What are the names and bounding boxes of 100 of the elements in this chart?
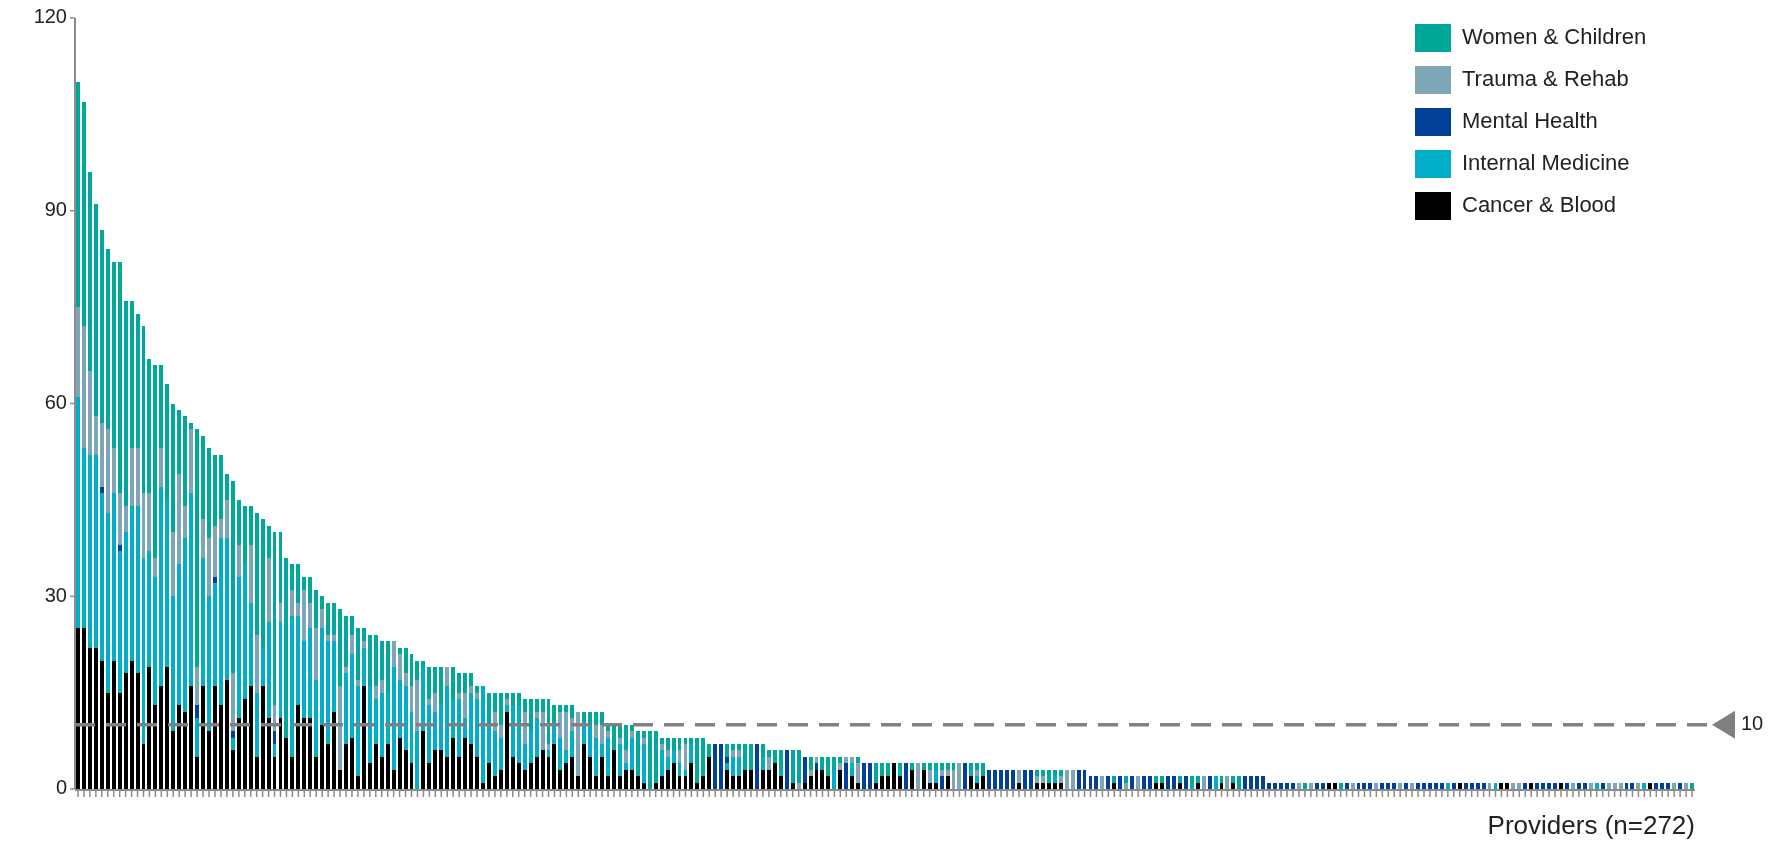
bar: [81, 101, 86, 327]
bar: [492, 731, 497, 777]
legend-label: Women & Children: [1462, 23, 1647, 49]
bar: [963, 763, 968, 789]
bar: [1040, 782, 1045, 789]
bar: [415, 679, 420, 732]
bar: [326, 634, 331, 642]
bar: [445, 756, 450, 789]
bar: [671, 763, 676, 789]
bar: [516, 705, 521, 764]
bar: [349, 737, 354, 789]
bar: [808, 776, 813, 789]
bar: [707, 756, 712, 789]
bar: [939, 776, 944, 789]
bar: [195, 705, 200, 719]
bar: [1630, 782, 1635, 789]
bar: [820, 756, 825, 770]
bar: [641, 737, 646, 745]
bar: [504, 692, 509, 700]
bar: [349, 654, 354, 738]
bar: [1678, 782, 1683, 789]
bar: [564, 705, 569, 712]
bar: [320, 609, 325, 629]
bar: [421, 666, 426, 732]
bar: [492, 776, 497, 789]
bar: [504, 711, 509, 789]
bar: [659, 737, 664, 745]
bar: [606, 776, 611, 789]
bar: [1588, 782, 1593, 789]
bar: [123, 673, 128, 789]
bar: [475, 686, 479, 693]
bar: [332, 634, 337, 642]
y-tick-label: 30: [44, 583, 67, 606]
bar: [933, 763, 938, 770]
bar: [1529, 782, 1534, 789]
bar: [981, 776, 986, 789]
bar: [641, 782, 646, 789]
bar: [93, 647, 98, 789]
bar: [123, 300, 128, 507]
bar: [171, 596, 176, 732]
bar: [897, 769, 902, 777]
bar: [266, 525, 271, 558]
bar: [457, 756, 462, 789]
bar: [260, 647, 265, 687]
bar: [1672, 782, 1677, 789]
bar: [189, 429, 194, 494]
bar: [469, 686, 474, 693]
bar: [725, 756, 730, 764]
bar: [1648, 782, 1653, 789]
bar: [1267, 782, 1272, 789]
bar: [909, 763, 914, 770]
bar: [1046, 782, 1051, 789]
bar: [1112, 782, 1117, 789]
bar: [1475, 782, 1480, 789]
bar: [207, 731, 211, 789]
bar: [725, 744, 730, 757]
bar: [576, 776, 581, 789]
bar: [510, 756, 515, 789]
bar: [397, 737, 402, 789]
bar: [224, 538, 229, 680]
bar: [451, 666, 456, 700]
bar: [218, 538, 223, 706]
bar: [1666, 782, 1671, 789]
bar: [594, 737, 599, 777]
bar: [230, 673, 235, 732]
bar: [540, 750, 545, 789]
bar: [969, 763, 974, 770]
bar: [379, 756, 384, 789]
bar: [1058, 769, 1063, 777]
bar: [635, 776, 640, 789]
bar: [218, 705, 223, 789]
bar: [224, 499, 229, 539]
bar: [844, 763, 849, 789]
bar: [457, 673, 462, 693]
bar: [379, 641, 384, 680]
bar: [665, 737, 670, 751]
bar: [355, 679, 360, 687]
bar: [862, 763, 867, 789]
bar: [749, 769, 753, 789]
y-tick-label: 90: [44, 198, 67, 221]
bar: [641, 731, 646, 738]
bar: [451, 737, 456, 789]
bar: [1070, 769, 1075, 789]
bar: [213, 686, 217, 789]
bar: [81, 628, 86, 789]
bar: [302, 718, 307, 789]
bar: [606, 737, 611, 777]
bar: [105, 692, 110, 789]
bar: [772, 763, 777, 789]
bar: [600, 756, 605, 789]
bar: [475, 699, 479, 757]
bar: [391, 641, 396, 667]
bar: [248, 686, 253, 789]
bar: [338, 686, 342, 770]
bar: [588, 724, 593, 757]
bar: [945, 776, 950, 789]
bar: [498, 737, 503, 770]
bar: [469, 692, 474, 745]
bar: [618, 776, 622, 789]
bar: [886, 776, 890, 789]
